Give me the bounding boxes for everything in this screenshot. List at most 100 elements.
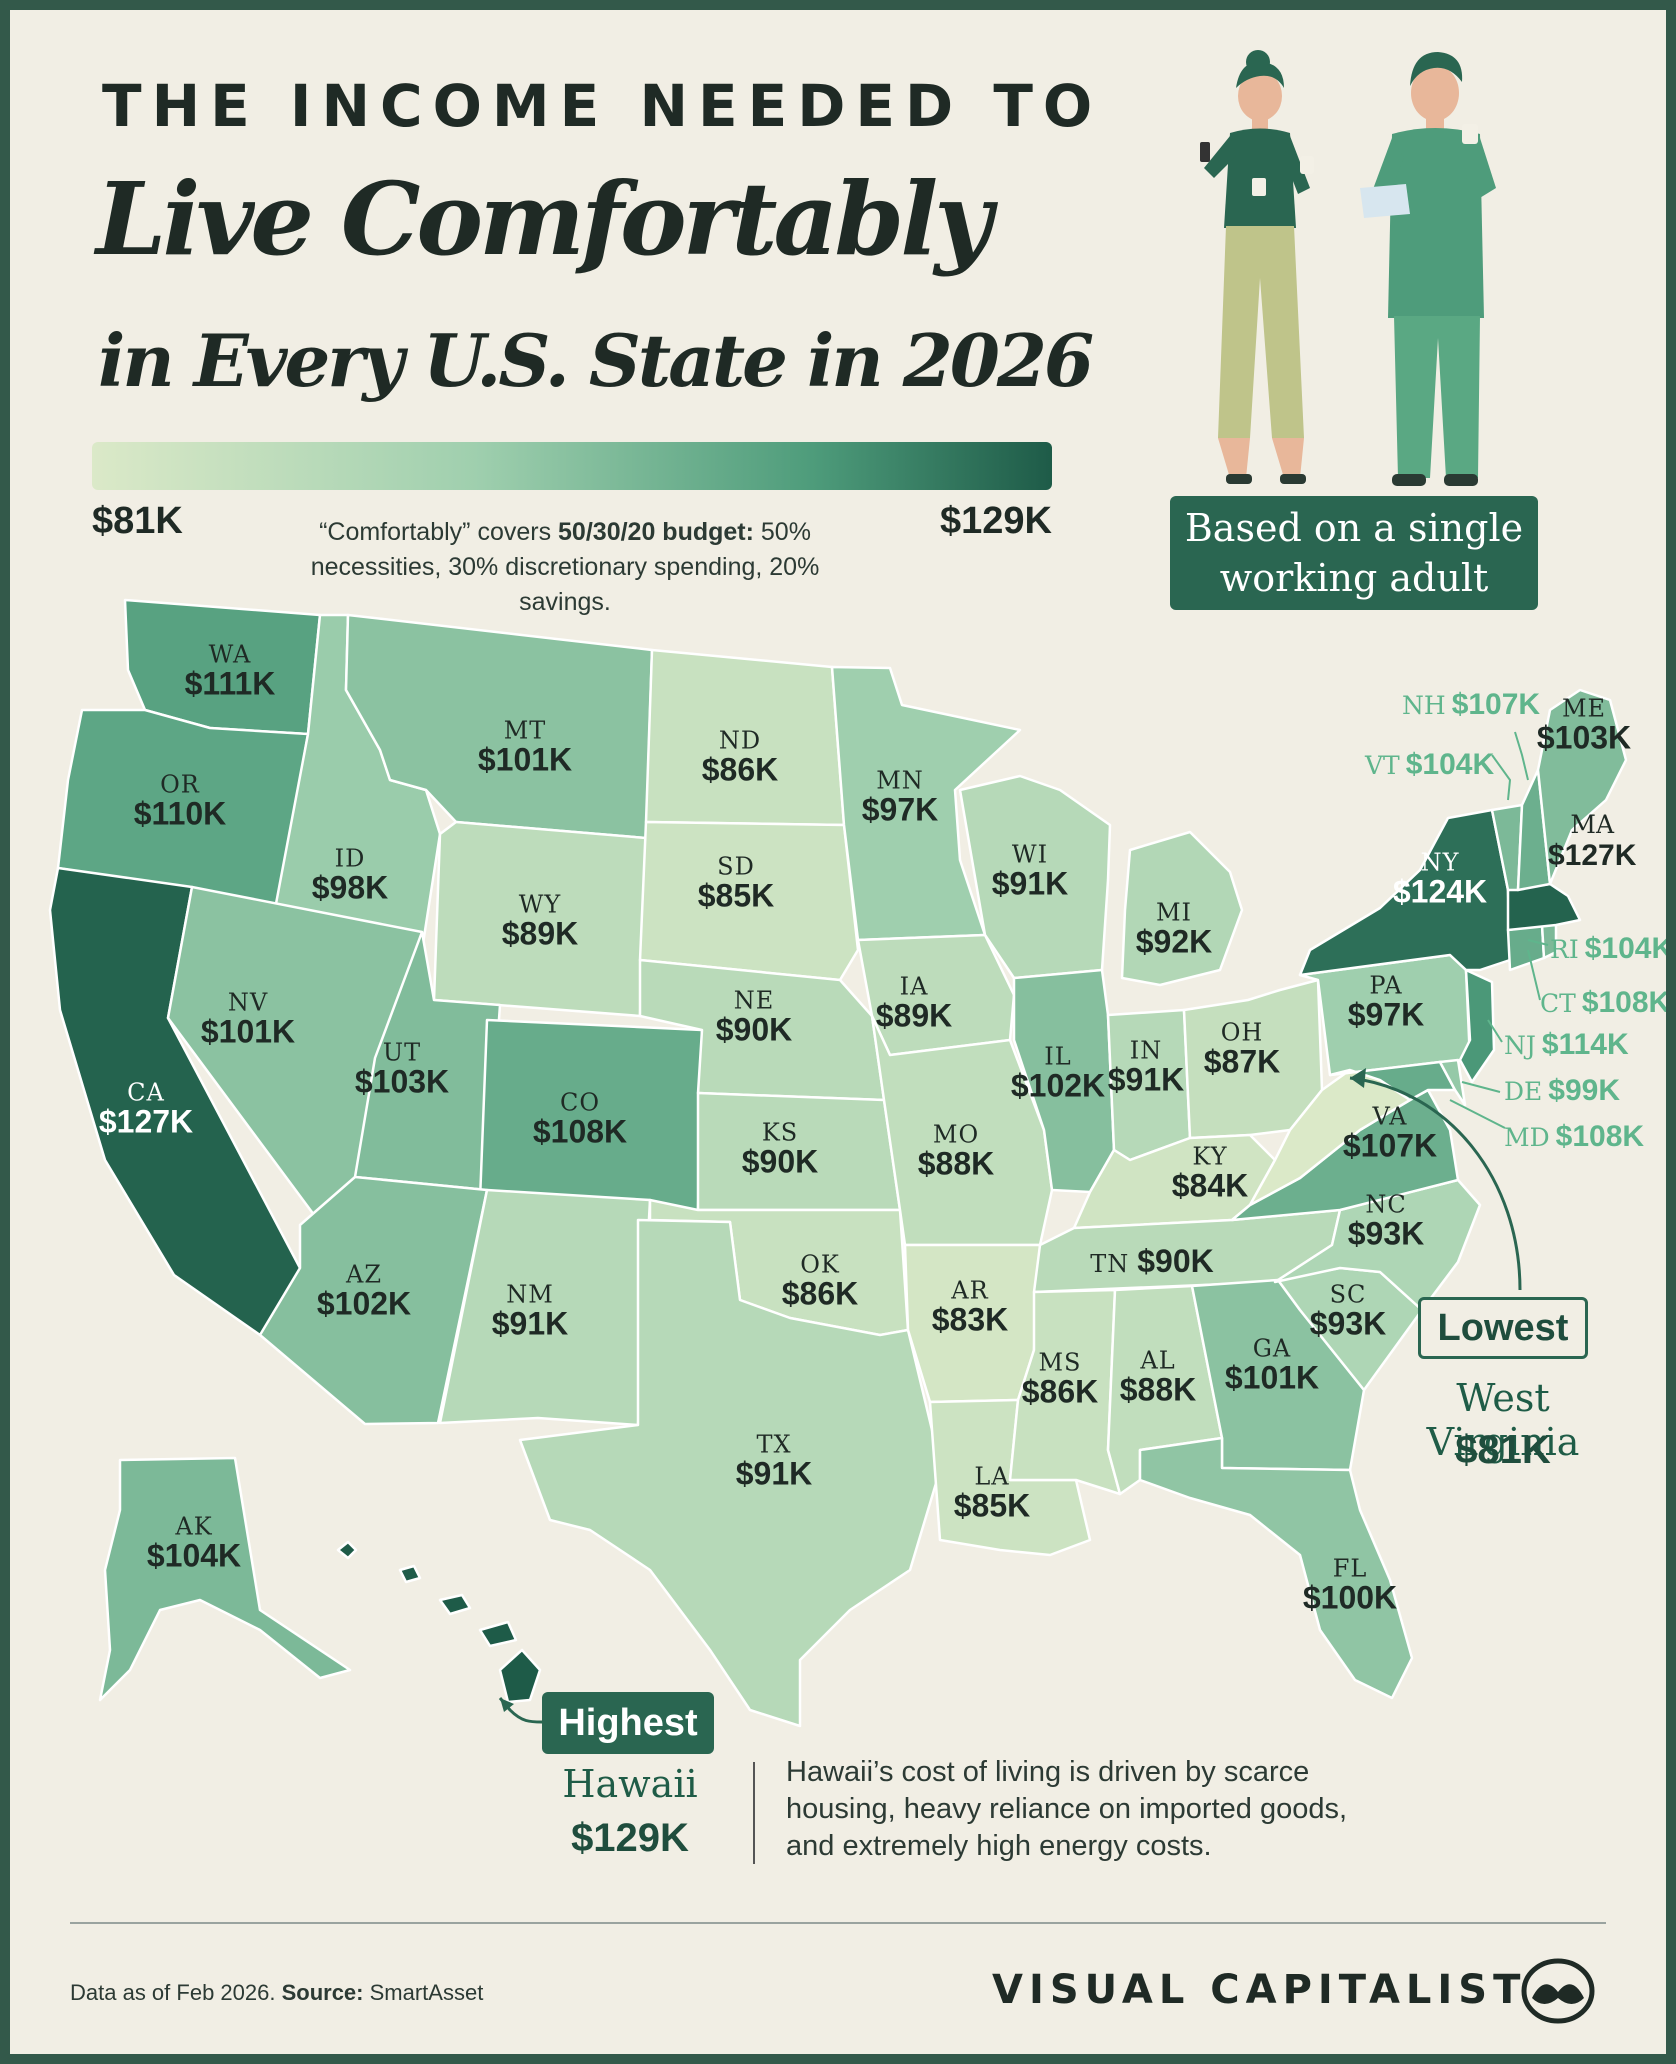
hawaii-description: Hawaii’s cost of living is driven by sca… xyxy=(786,1756,1348,1862)
title-line-1: THE INCOME NEEDED TO xyxy=(102,72,1103,140)
state-label-nc: NC $93K xyxy=(1348,1192,1425,1252)
northeast-leader-lines xyxy=(1449,731,1549,1129)
state-label-mi: MI $92K xyxy=(1135,898,1213,960)
side-label-ct: CT $108K xyxy=(1540,986,1666,1020)
state-ct xyxy=(1506,923,1546,972)
state-label-or: OR $110K xyxy=(133,772,227,832)
note-bold: 50/30/20 budget: xyxy=(558,518,754,546)
visual-capitalist-logo-icon xyxy=(1521,1958,1595,2024)
scale-max-label: $129K xyxy=(940,500,1052,542)
state-value: $86K xyxy=(701,751,779,788)
badge-line-2: working adult xyxy=(1219,556,1489,600)
state-label-me: ME $103K xyxy=(1537,696,1631,756)
state-value: $98K xyxy=(311,869,389,906)
state-label-ok: OK $86K xyxy=(781,1250,859,1312)
state-code: NM xyxy=(506,1280,554,1309)
state-code: OK xyxy=(800,1250,840,1279)
state-value: $86K xyxy=(781,1275,859,1312)
state-label-nm: NM $91K xyxy=(492,1280,569,1342)
state-label-wy: WY $89K xyxy=(502,890,579,952)
state-de xyxy=(1438,1058,1467,1107)
state-value: $92K xyxy=(1135,923,1213,960)
state-label-nv: NV $101K xyxy=(200,988,296,1050)
state-code: CA xyxy=(127,1078,165,1107)
state-code: IA xyxy=(899,972,929,1001)
state-value: $83K xyxy=(931,1301,1009,1338)
source-name: SmartAsset xyxy=(363,1980,484,2005)
state-value: $90K xyxy=(741,1143,819,1180)
state-label-ia: IA $89K xyxy=(875,972,953,1034)
budget-note: “Comfortably” covers 50/30/20 budget: 50… xyxy=(300,515,830,620)
state-code: SD xyxy=(717,852,755,881)
infographic: { "title":{"line1":"THE INCOME NEEDED TO… xyxy=(10,10,1666,2054)
side-code: VT xyxy=(1365,751,1400,780)
side-code: NH xyxy=(1402,691,1446,720)
state-code: NY xyxy=(1420,848,1460,877)
state-label-pa: PA $97K xyxy=(1348,971,1425,1033)
state-code: MO xyxy=(932,1120,980,1149)
state-code: OH xyxy=(1220,1018,1264,1047)
state-value: $101K xyxy=(1224,1359,1320,1396)
state-wi xyxy=(958,774,1112,980)
brand-name: VISUAL CAPITALIST xyxy=(992,1967,1527,2013)
state-ak xyxy=(98,1456,352,1702)
side-value: $127K xyxy=(1548,839,1637,872)
state-value: $88K xyxy=(1119,1371,1197,1408)
state-code: SC xyxy=(1329,1280,1367,1309)
state-value: $90K xyxy=(715,1011,793,1048)
state-code: MI xyxy=(1155,898,1193,927)
wv-arrowhead xyxy=(1350,1068,1366,1088)
side-label-ma: MA $127K xyxy=(1548,810,1636,873)
side-label-ri: RI $104K xyxy=(1550,932,1666,966)
state-label-az: AZ $102K xyxy=(317,1262,411,1322)
state-label-co: CO $108K xyxy=(533,1090,627,1150)
state-value: $91K xyxy=(1107,1061,1185,1098)
state-value: $102K xyxy=(1010,1067,1106,1104)
state-value: $97K xyxy=(861,791,939,828)
state-code: WY xyxy=(518,890,562,919)
state-label-mn: MN $97K xyxy=(861,768,939,828)
state-label-ak: AK $104K xyxy=(147,1514,241,1574)
state-code: ID xyxy=(334,844,366,873)
scale-min-label: $81K xyxy=(92,500,183,542)
state-value: $101K xyxy=(200,1013,296,1050)
state-label-ar: AR $83K xyxy=(931,1278,1009,1338)
note-rest: 50% necessities, 30% discretionary spend… xyxy=(310,518,820,616)
source-label: Source: xyxy=(281,1980,364,2005)
highest-tag: Highest xyxy=(542,1692,714,1754)
state-value: $84K xyxy=(1171,1167,1249,1204)
state-mo xyxy=(870,1014,1054,1247)
state-value: $101K xyxy=(477,741,573,778)
single-adult-badge: Based on a single working adult xyxy=(1170,496,1538,610)
title-line-2: Live Comfortably xyxy=(96,160,992,278)
state-value: $127K xyxy=(98,1103,194,1140)
side-label-de: DE $99K xyxy=(1504,1074,1620,1108)
state-code: KS xyxy=(761,1118,799,1147)
people-illustration xyxy=(1200,50,1496,486)
side-code: RI xyxy=(1550,935,1579,964)
state-code: MS xyxy=(1038,1348,1082,1377)
state-value: $110K xyxy=(133,795,227,832)
state-nj xyxy=(1458,968,1496,1084)
state-label-tx: TX $91K xyxy=(736,1432,813,1492)
state-code: NV xyxy=(227,988,269,1017)
state-value: $89K xyxy=(875,997,953,1034)
state-value: $93K xyxy=(1309,1305,1387,1342)
state-label-la: LA $85K xyxy=(954,1464,1031,1524)
data-note: Data as of Feb 2026. xyxy=(70,1980,282,2005)
state-code: MT xyxy=(503,716,547,745)
side-value: $99K xyxy=(1548,1074,1621,1107)
footer-source: Data as of Feb 2026. Source: SmartAsset xyxy=(70,1980,483,2006)
state-code: PA xyxy=(1369,971,1403,1000)
side-value: $108K xyxy=(1555,1120,1645,1153)
state-label-ut: UT $103K xyxy=(355,1038,449,1100)
footer-rule xyxy=(70,1922,1606,1924)
state-me xyxy=(1536,688,1628,886)
side-code: MA xyxy=(1570,810,1615,839)
state-mi xyxy=(1120,830,1244,987)
state-value: $90K xyxy=(1137,1243,1214,1280)
side-label-nj: NJ $114K xyxy=(1504,1028,1629,1062)
state-code: UT xyxy=(382,1038,422,1067)
state-code: ND xyxy=(718,726,762,755)
hi-callout-arrow xyxy=(498,1697,543,1724)
